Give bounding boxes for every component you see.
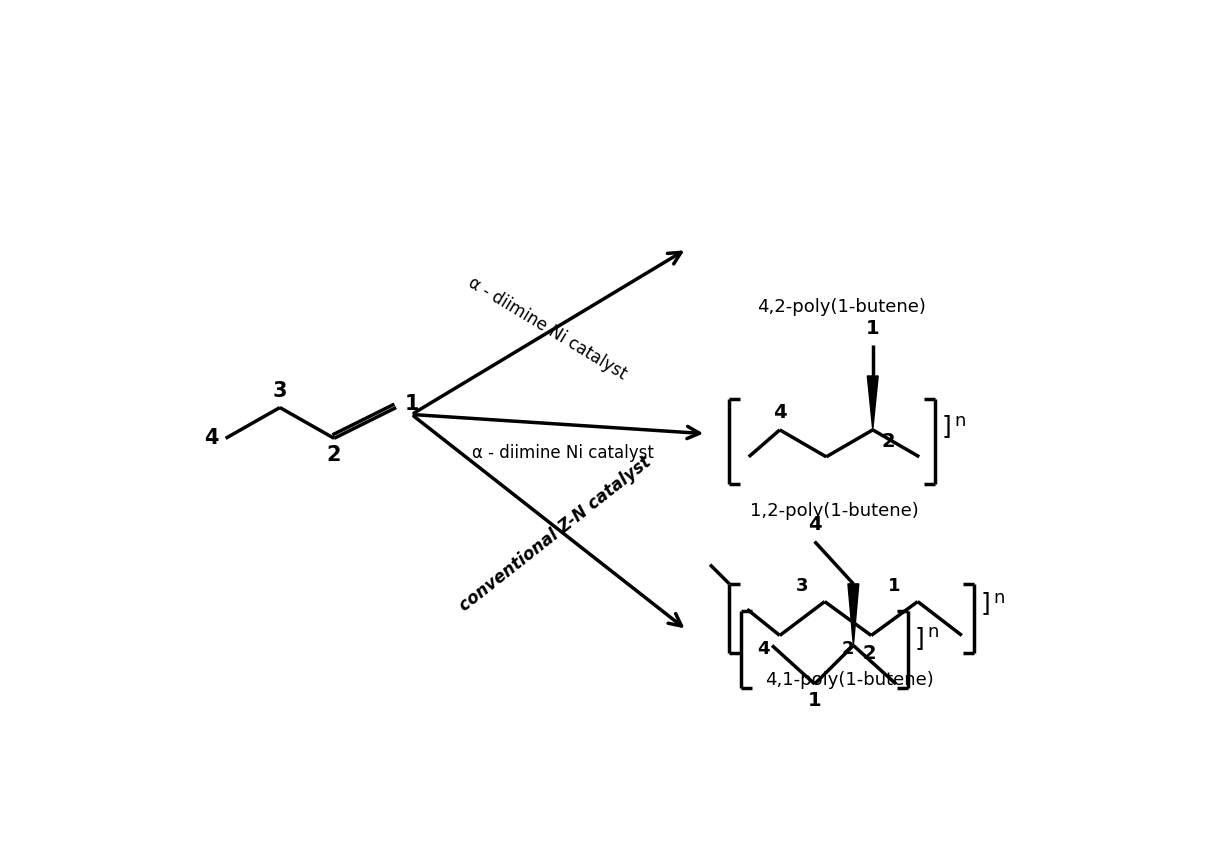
Text: 2: 2 [327, 445, 342, 465]
Text: 1,2-poly(1-butene): 1,2-poly(1-butene) [749, 502, 918, 520]
Text: ]: ] [914, 626, 924, 650]
Text: ]: ] [941, 414, 951, 438]
Text: 2: 2 [841, 641, 854, 658]
Text: 4,2-poly(1-butene): 4,2-poly(1-butene) [758, 298, 927, 316]
Polygon shape [848, 584, 858, 646]
Text: 1: 1 [888, 577, 901, 595]
Text: 2: 2 [882, 432, 895, 450]
Text: n: n [928, 623, 939, 641]
Text: n: n [955, 411, 966, 430]
Text: 4: 4 [758, 641, 770, 658]
Text: α - diimine Ni catalyst: α - diimine Ni catalyst [472, 444, 654, 462]
Text: 3: 3 [796, 577, 809, 595]
Text: 4: 4 [773, 404, 787, 423]
Text: ]: ] [980, 591, 990, 615]
Text: n: n [993, 589, 1004, 607]
Polygon shape [867, 376, 878, 430]
Text: 2: 2 [862, 644, 876, 662]
Text: 1: 1 [807, 692, 822, 710]
Text: 4: 4 [807, 515, 822, 534]
Text: 4: 4 [204, 428, 219, 449]
Text: α - diimine Ni catalyst: α - diimine Ni catalyst [465, 273, 630, 383]
Text: 1: 1 [405, 394, 418, 414]
Text: 4,1-poly(1-butene): 4,1-poly(1-butene) [765, 671, 934, 689]
Text: conventional Z-N catalyst: conventional Z-N catalyst [456, 453, 654, 615]
Text: 3: 3 [272, 380, 287, 401]
Text: 1: 1 [866, 319, 879, 338]
